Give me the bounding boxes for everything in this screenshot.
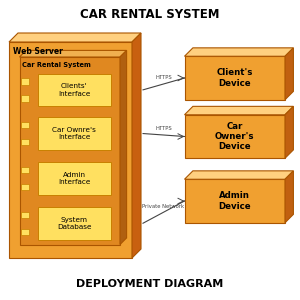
FancyBboxPatch shape [184, 179, 285, 223]
Polygon shape [20, 50, 127, 57]
Polygon shape [184, 48, 293, 56]
Text: Car Ownre's
Interface: Car Ownre's Interface [52, 127, 96, 140]
Polygon shape [285, 171, 293, 223]
FancyBboxPatch shape [21, 78, 29, 85]
FancyBboxPatch shape [21, 212, 29, 218]
Text: Car Rental System: Car Rental System [22, 61, 92, 68]
Text: Car
Owner's
Device: Car Owner's Device [215, 122, 254, 152]
FancyBboxPatch shape [38, 207, 111, 240]
Polygon shape [184, 106, 293, 115]
Polygon shape [184, 171, 293, 179]
FancyBboxPatch shape [21, 167, 29, 173]
FancyBboxPatch shape [184, 56, 285, 100]
Polygon shape [9, 33, 141, 42]
FancyBboxPatch shape [38, 74, 111, 106]
FancyBboxPatch shape [21, 139, 29, 145]
FancyBboxPatch shape [184, 115, 285, 158]
FancyBboxPatch shape [21, 95, 29, 102]
FancyBboxPatch shape [38, 162, 111, 195]
Text: Client's
Device: Client's Device [217, 68, 253, 88]
Text: HTTPS: HTTPS [155, 126, 172, 131]
Text: Admin
Interface: Admin Interface [58, 172, 90, 185]
Polygon shape [120, 50, 127, 244]
FancyBboxPatch shape [9, 42, 132, 258]
FancyBboxPatch shape [20, 57, 120, 244]
Text: Web Server: Web Server [13, 47, 62, 56]
Text: DEPLOYMENT DIAGRAM: DEPLOYMENT DIAGRAM [76, 279, 224, 289]
FancyBboxPatch shape [21, 229, 29, 235]
Text: Clients'
Interface: Clients' Interface [58, 83, 90, 97]
Polygon shape [285, 106, 293, 158]
Text: System
Database: System Database [57, 217, 92, 230]
FancyBboxPatch shape [38, 117, 111, 150]
Text: CAR RENTAL SYSTEM: CAR RENTAL SYSTEM [80, 8, 220, 20]
Text: Admin
Device: Admin Device [218, 191, 251, 211]
FancyBboxPatch shape [21, 184, 29, 190]
Text: HTTPS: HTTPS [155, 75, 172, 80]
Polygon shape [285, 48, 293, 100]
Polygon shape [132, 33, 141, 258]
Text: Private Network: Private Network [142, 204, 184, 209]
FancyBboxPatch shape [21, 122, 29, 128]
